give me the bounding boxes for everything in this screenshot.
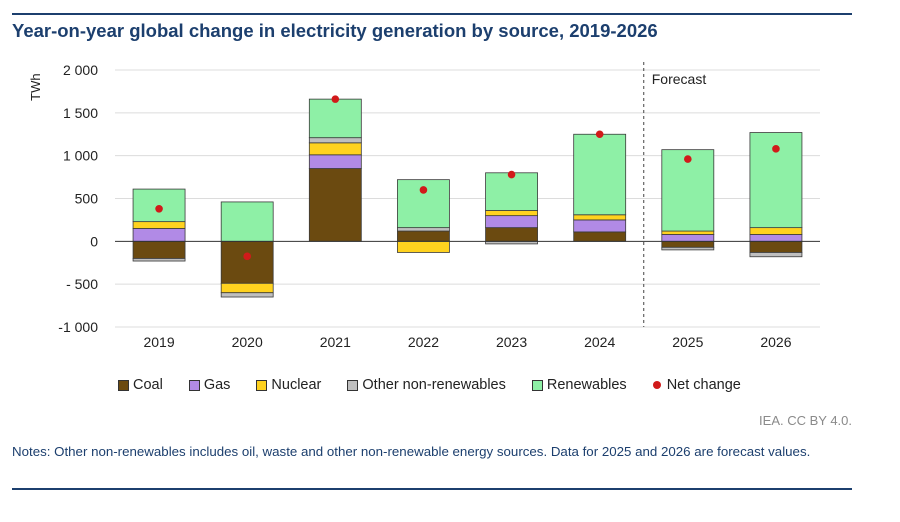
legend-swatch-other [347,379,359,391]
legend-label-renewables: Renewables [546,377,627,393]
legend: Coal Gas Nuclear Other non-renewables Re… [118,377,741,393]
bar-segment [485,227,538,242]
legend-item-nuclear: Nuclear [256,377,321,393]
y-tick-label: - 500 [66,276,98,292]
bar-segment [749,227,803,235]
net-change-point [419,186,428,194]
legend-swatch-nuclear [256,379,268,391]
bar-segment [661,246,715,251]
bar-segment [220,240,274,284]
legend-dot-net-change [652,381,661,389]
bar-segment [220,282,274,294]
bar-segment [749,234,803,242]
x-tick-label: 2019 [143,334,174,350]
bar-segment [220,292,274,298]
x-tick-label: 2023 [496,334,527,350]
forecast-annotation: Forecast [652,71,707,87]
x-tick-label: 2020 [232,334,263,350]
legend-item-renewables: Renewables [531,377,627,393]
y-tick-label: 2 000 [63,62,98,78]
net-change-point [772,145,780,153]
x-tick-label: 2024 [584,334,615,350]
bar-segment [308,142,362,156]
bar-segment [573,219,627,233]
y-tick-label: 500 [75,191,99,207]
legend-item-gas: Gas [188,377,231,393]
legend-swatch-renewables [531,379,543,391]
net-change-point [243,252,251,261]
legend-label-net-change: Net change [666,377,741,393]
x-tick-label: 2021 [320,334,351,350]
bar-segment [573,231,627,242]
bar-segment [661,230,715,235]
bar-segment [661,240,715,248]
bar-segment [485,210,538,217]
bar-segment [308,154,362,169]
bar-segment [308,137,362,144]
chart-area: -1 000 - 500 0 500 1 000 1 500 2 000 TWh 2019 202… [28,62,820,350]
legend-swatch-gas [188,379,200,391]
y-tick-label: 1 500 [63,105,98,121]
legend-swatch-coal [118,379,129,391]
y-tick-label: 1 000 [63,148,98,164]
y-tick-label: -1 000 [58,319,98,335]
bar-segment [485,172,538,211]
legend-item-net-change: Net change [652,377,741,393]
bar-segment [132,221,186,229]
legend-label-gas: Gas [203,377,231,393]
bar-segment [661,149,715,232]
net-change-point [684,155,692,163]
bar-segment [397,240,450,253]
bar-segment [308,168,362,242]
top-rule [12,13,852,15]
net-change-point [595,130,604,139]
legend-item-coal: Coal [118,377,163,393]
y-tick-label: 0 [90,233,98,249]
source-credit: IEA. CC BY 4.0. [759,413,852,428]
chart-notes: Notes: Other non-renewables includes oil… [12,444,811,459]
x-tick-label: 2022 [408,334,439,350]
bottom-rule [12,488,852,490]
legend-item-other: Other non-renewables [347,377,506,393]
bar-segment [397,227,450,232]
legend-label-nuclear: Nuclear [271,377,322,393]
bar-segment [132,228,186,242]
chart-title: Year-on-year global change in electricit… [12,20,658,41]
bar-segment [308,98,362,139]
net-change-point [331,95,340,103]
bar-segment [573,214,627,221]
legend-label-coal: Coal [133,377,163,393]
legend-label-other: Other non-renewables [362,377,506,393]
bar-segment [749,240,803,253]
bar-segment [485,215,538,229]
y-axis-label: TWh [28,73,43,100]
bar-segment [749,252,803,258]
bar-segment [220,201,274,242]
bar-segment [573,133,627,216]
x-tick-label: 2026 [760,334,791,350]
x-tick-label: 2025 [672,334,703,350]
bar-segment [661,234,715,242]
net-change-point [155,204,163,213]
bar-segment [132,258,186,262]
net-change-point [507,170,516,179]
bar-segment [132,240,186,259]
bar-segment [397,230,450,242]
